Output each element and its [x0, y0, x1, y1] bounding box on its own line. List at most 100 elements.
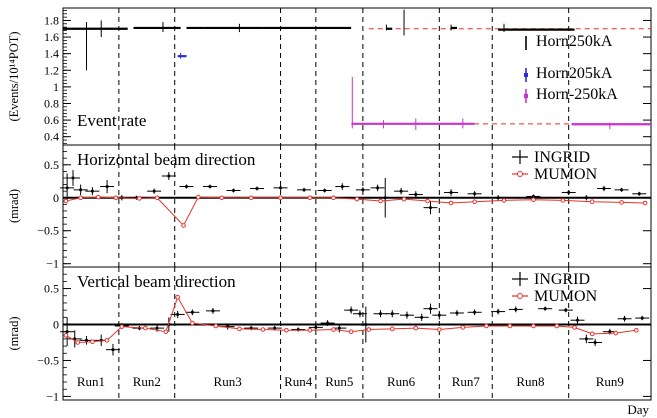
ingrid-point	[249, 326, 253, 330]
ingrid-point	[71, 176, 75, 180]
ingrid-point	[379, 312, 382, 316]
mumon-point	[348, 329, 354, 335]
ingrid-point	[455, 311, 459, 315]
mumon-point	[119, 324, 125, 329]
y-tick-label: 1.6	[44, 30, 59, 44]
mumon-point	[284, 327, 289, 333]
mumon-point	[642, 200, 648, 206]
ingrid-point	[620, 188, 623, 192]
legend-label: MUMON	[534, 166, 598, 183]
mumon-point	[237, 326, 242, 332]
ingrid-point	[473, 192, 476, 196]
ingrid-point	[383, 196, 387, 200]
mumon-point	[143, 325, 148, 331]
mumon-point	[95, 194, 101, 200]
legend-marker	[517, 171, 523, 177]
y-tick-label: −1	[46, 389, 59, 403]
ingrid-point	[208, 185, 212, 188]
ingrid-point	[273, 326, 276, 330]
y-tick-label: −0.5	[37, 353, 59, 367]
series-ingrid	[60, 170, 647, 218]
ingrid-point	[99, 339, 103, 342]
ingrid-point	[623, 317, 626, 321]
mumon-point	[190, 320, 195, 326]
panel-event-rate: 0.4 0.6 0.8 1 1.2 1.4 1.6 1.8 (Events/10¹⁴POT) Ev…	[7, 7, 652, 146]
mumon-line	[65, 196, 646, 227]
mumon-point	[219, 195, 225, 201]
ingrid-point	[473, 310, 476, 314]
legend-label: INGRID	[534, 271, 590, 288]
ingrid-point	[376, 186, 379, 190]
series-ingrid	[60, 303, 650, 356]
y-tick-label: 0.5	[44, 282, 59, 296]
ingrid-point	[361, 188, 365, 192]
mumon-point	[307, 327, 313, 333]
mumon-point	[572, 325, 577, 330]
run-label: Run1	[77, 374, 105, 389]
panel-frame	[62, 266, 652, 401]
mumon-point	[401, 196, 407, 202]
mumon-point	[63, 198, 69, 204]
x-axis-label: Day	[627, 402, 649, 417]
y-tick-label: 1.4	[44, 47, 59, 61]
mumon-point	[634, 327, 639, 333]
ingrid-point	[496, 196, 500, 200]
ingrid-point	[155, 326, 159, 330]
ingrid-point	[176, 313, 179, 316]
mumon-point	[425, 198, 430, 204]
legend-label: Horn-250kA	[536, 86, 618, 103]
mumon-point	[613, 330, 619, 336]
y-tick-label: 0.8	[44, 96, 59, 110]
run-label: Run3	[214, 374, 242, 389]
mumon-point	[472, 199, 477, 205]
legend-label: Horn250kA	[536, 33, 613, 50]
ingrid-point	[564, 308, 568, 312]
panel-annotation: Event rate	[77, 111, 146, 130]
y-tick-label: 0.6	[44, 113, 59, 127]
mumon-point	[248, 195, 254, 201]
mumon-point	[137, 196, 142, 201]
ingrid-point	[364, 323, 368, 326]
ingrid-point	[390, 312, 394, 316]
ingrid-point	[185, 185, 188, 188]
ingrid-point	[338, 326, 341, 330]
panel-horizontal: −1 −0.5 0 0.5 (mrad) Horizontal beam directio…	[7, 144, 652, 271]
ingrid-point	[232, 189, 235, 192]
legend-marker-dot	[524, 94, 528, 98]
y-tick-label: 1.2	[44, 63, 59, 77]
mumon-point	[90, 339, 95, 345]
ingrid-point	[135, 196, 138, 200]
mumon-point	[531, 323, 536, 329]
mumon-point	[507, 323, 513, 329]
legend-marker	[517, 293, 523, 299]
mumon-point	[104, 338, 110, 343]
run-label: Run9	[596, 374, 624, 389]
panel-annotation: Horizontal beam direction	[77, 150, 256, 169]
ingrid-point	[79, 188, 82, 192]
ingrid-point	[226, 325, 229, 328]
ingrid-point	[211, 309, 215, 313]
y-axis-label: (mrad)	[7, 316, 21, 350]
ingrid-point	[602, 187, 606, 190]
y-tick-label: −0.5	[37, 224, 59, 238]
mumon-point	[175, 294, 180, 300]
ingrid-point	[438, 313, 441, 317]
mumon-point	[331, 195, 336, 201]
legend-label: Horn205kA	[536, 65, 613, 82]
mumon-point	[531, 197, 536, 203]
mumon-point	[63, 332, 69, 338]
y-axis-label: (mrad)	[7, 189, 21, 223]
ingrid-point	[593, 341, 597, 344]
ingrid-point	[326, 321, 329, 325]
mumon-point	[554, 323, 560, 329]
ingrid-point	[576, 318, 579, 322]
mumon-point	[354, 196, 360, 202]
mumon-point	[448, 200, 454, 206]
ingrid-point	[91, 189, 94, 193]
ingrid-point	[640, 316, 644, 320]
ingrid-point	[449, 191, 453, 194]
mumon-point	[260, 327, 266, 332]
ingrid-point	[302, 188, 306, 192]
ingrid-point	[191, 310, 194, 314]
run-label: Run2	[133, 374, 161, 389]
